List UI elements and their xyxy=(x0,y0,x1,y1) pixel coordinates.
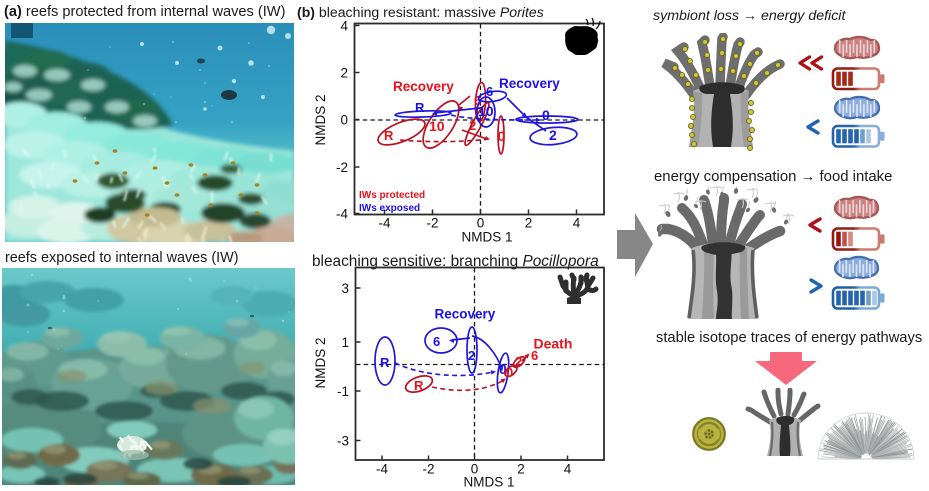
svg-text:2: 2 xyxy=(468,348,475,363)
svg-text:1: 1 xyxy=(341,335,349,350)
svg-text:0: 0 xyxy=(471,462,479,477)
svg-text:0: 0 xyxy=(499,361,507,377)
svg-text:-2: -2 xyxy=(336,160,348,175)
svg-text:-4: -4 xyxy=(376,462,388,477)
svg-text:2: 2 xyxy=(517,462,525,477)
svg-text:-2: -2 xyxy=(426,216,438,231)
svg-text:0: 0 xyxy=(542,107,550,123)
svg-text:2: 2 xyxy=(525,216,533,231)
svg-text:NMDS 1: NMDS 1 xyxy=(461,230,512,245)
svg-text:2: 2 xyxy=(340,66,348,81)
svg-text:-4: -4 xyxy=(336,207,348,222)
svg-text:R: R xyxy=(414,378,424,393)
svg-text:R: R xyxy=(384,128,394,143)
svg-text:R: R xyxy=(380,355,390,370)
svg-text:0: 0 xyxy=(340,113,348,128)
svg-text:Recovery: Recovery xyxy=(499,76,560,91)
svg-text:Death: Death xyxy=(534,336,573,352)
svg-text:NMDS 2: NMDS 2 xyxy=(313,337,328,388)
svg-text:Recovery: Recovery xyxy=(435,307,496,322)
svg-text:NMDS 2: NMDS 2 xyxy=(313,94,328,145)
svg-text:6: 6 xyxy=(474,93,481,108)
svg-text:4: 4 xyxy=(573,216,581,231)
svg-text:10: 10 xyxy=(429,118,445,134)
svg-text:2: 2 xyxy=(549,127,557,143)
svg-text:3: 3 xyxy=(341,281,349,296)
svg-text:-3: -3 xyxy=(337,434,349,449)
svg-text:6: 6 xyxy=(486,84,493,99)
svg-text:2: 2 xyxy=(469,118,476,133)
svg-text:Recovery: Recovery xyxy=(393,79,454,94)
svg-text:IWs protected: IWs protected xyxy=(359,190,425,201)
svg-text:-1: -1 xyxy=(337,384,349,399)
svg-text:-2: -2 xyxy=(422,462,434,477)
svg-text:IWs exposed: IWs exposed xyxy=(359,203,420,214)
svg-text:6: 6 xyxy=(433,334,440,349)
svg-text:4: 4 xyxy=(340,19,348,34)
svg-text:-4: -4 xyxy=(378,216,390,231)
svg-text:0: 0 xyxy=(477,216,485,231)
svg-text:2: 2 xyxy=(515,354,522,369)
svg-text:4: 4 xyxy=(564,462,572,477)
svg-text:0: 0 xyxy=(498,128,506,144)
svg-text:10: 10 xyxy=(478,103,494,119)
svg-text:R: R xyxy=(415,100,425,115)
svg-text:0: 0 xyxy=(506,365,513,380)
svg-text:6: 6 xyxy=(531,348,538,363)
svg-text:NMDS 1: NMDS 1 xyxy=(463,475,514,490)
